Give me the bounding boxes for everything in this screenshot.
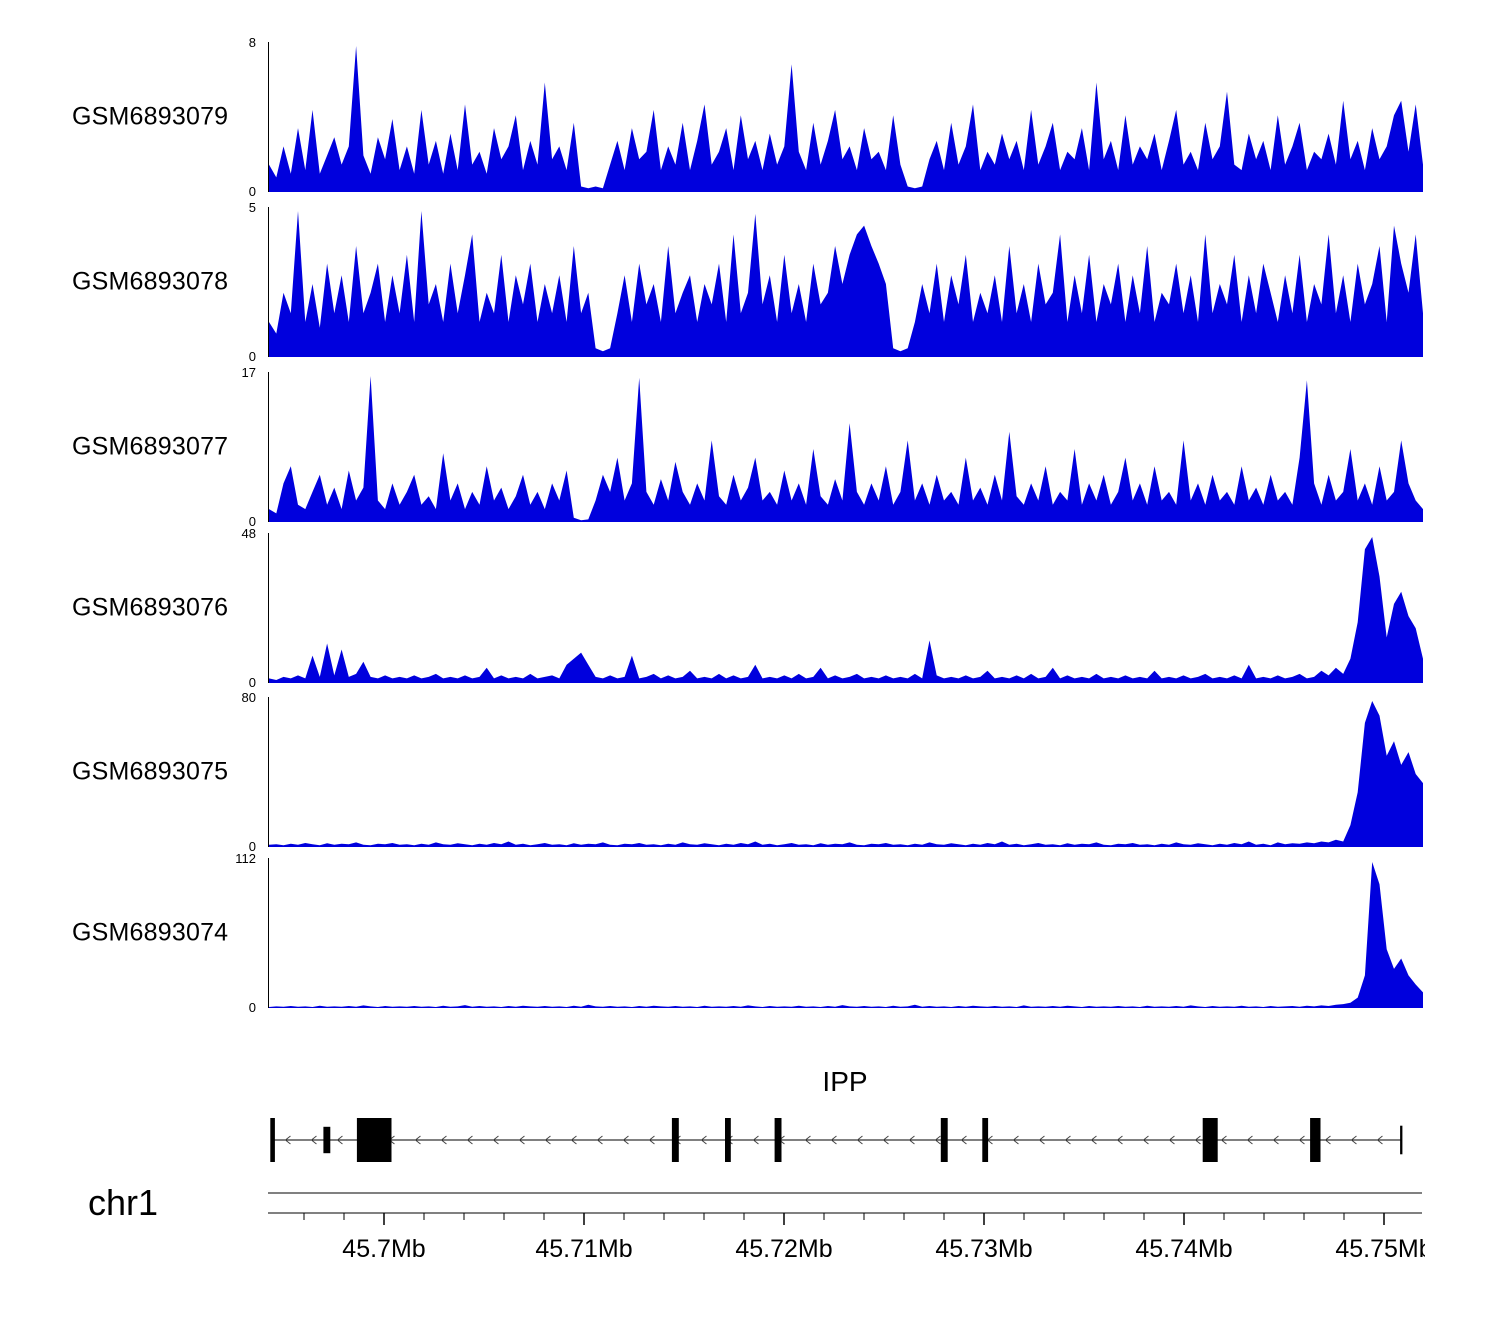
gene-model-track bbox=[270, 1118, 1403, 1162]
strand-arrow-left-icon bbox=[1350, 1135, 1357, 1145]
strand-arrow-left-icon bbox=[336, 1135, 343, 1145]
y-axis-max-label: 17 bbox=[241, 365, 256, 380]
gene-name-label: IPP bbox=[822, 1066, 868, 1097]
strand-arrow-left-icon bbox=[700, 1135, 707, 1145]
strand-arrow-left-icon bbox=[1246, 1135, 1253, 1145]
coverage-track: GSM6893077 17 0 bbox=[0, 365, 1500, 529]
track-label: GSM6893077 bbox=[72, 432, 229, 461]
strand-arrow-left-icon bbox=[310, 1135, 317, 1145]
y-axis-min-label: 0 bbox=[248, 675, 256, 690]
exon-block bbox=[671, 1118, 679, 1162]
strand-arrow-left-icon bbox=[1298, 1135, 1305, 1145]
strand-arrow-left-icon bbox=[1220, 1135, 1227, 1145]
strand-arrow-left-icon bbox=[1376, 1135, 1383, 1145]
track-label: GSM6893075 bbox=[72, 757, 229, 786]
strand-arrow-left-icon bbox=[908, 1135, 915, 1145]
strand-arrow-left-icon bbox=[960, 1135, 967, 1145]
y-axis-min-label: 0 bbox=[248, 514, 256, 529]
strand-arrow-left-icon bbox=[752, 1135, 759, 1145]
strand-arrow-left-icon bbox=[492, 1135, 499, 1145]
strand-arrow-left-icon bbox=[1116, 1135, 1123, 1145]
coverage-signal bbox=[269, 376, 1423, 522]
strand-arrow-left-icon bbox=[1090, 1135, 1097, 1145]
exon-block bbox=[1202, 1118, 1218, 1162]
coverage-signal bbox=[269, 211, 1423, 357]
coverage-track: GSM6893076 48 0 bbox=[0, 526, 1500, 690]
coverage-signal bbox=[269, 537, 1423, 683]
track-label: GSM6893079 bbox=[72, 102, 229, 131]
strand-arrow-left-icon bbox=[1272, 1135, 1279, 1145]
exon-block bbox=[725, 1118, 731, 1162]
coordinate-tick-label: 45.72Mb bbox=[735, 1235, 832, 1263]
coverage-track: GSM6893078 5 0 bbox=[0, 200, 1500, 364]
y-axis-min-label: 0 bbox=[248, 839, 256, 854]
coordinate-tick-label: 45.7Mb bbox=[342, 1235, 425, 1263]
coverage-area-plot bbox=[268, 858, 1423, 1008]
strand-arrow-left-icon bbox=[1194, 1135, 1201, 1145]
coverage-area-plot bbox=[268, 42, 1423, 192]
y-axis-max-label: 112 bbox=[235, 851, 256, 866]
y-axis-max-label: 8 bbox=[248, 35, 256, 50]
strand-arrow-left-icon bbox=[596, 1135, 603, 1145]
coordinate-tick-label: 45.75Mb bbox=[1335, 1235, 1425, 1263]
coverage-signal bbox=[269, 46, 1423, 192]
coverage-area-plot bbox=[268, 533, 1423, 683]
strand-arrow-left-icon bbox=[544, 1135, 551, 1145]
coverage-signal bbox=[269, 701, 1423, 847]
chromosome-ruler: 45.7Mb 45.71Mb 45.72Mb 45.73Mb 45.74Mb 45.75M… bbox=[268, 1192, 1425, 1263]
coordinate-tick-label: 45.74Mb bbox=[1135, 1235, 1232, 1263]
track-label: GSM6893074 bbox=[72, 918, 229, 947]
strand-arrow-left-icon bbox=[1038, 1135, 1045, 1145]
strand-arrow-left-icon bbox=[1324, 1135, 1331, 1145]
y-axis-max-label: 48 bbox=[241, 526, 256, 541]
strand-arrow-left-icon bbox=[284, 1135, 291, 1145]
coverage-track: GSM6893079 8 0 bbox=[0, 35, 1500, 199]
strand-arrow-left-icon bbox=[1142, 1135, 1149, 1145]
y-axis-max-label: 5 bbox=[248, 200, 256, 215]
track-label: GSM6893078 bbox=[72, 267, 229, 296]
chromosome-label: chr1 bbox=[88, 1182, 159, 1223]
coverage-track: GSM6893075 80 0 bbox=[0, 690, 1500, 854]
exon-block bbox=[982, 1118, 989, 1162]
strand-arrow-left-icon bbox=[882, 1135, 889, 1145]
strand-arrow-left-icon bbox=[830, 1135, 837, 1145]
coordinate-tick-label: 45.71Mb bbox=[535, 1235, 632, 1263]
strand-arrow-left-icon bbox=[1012, 1135, 1019, 1145]
strand-arrow-left-icon bbox=[804, 1135, 811, 1145]
exon-block bbox=[1310, 1118, 1321, 1162]
track-label: GSM6893076 bbox=[72, 593, 229, 622]
exon-block bbox=[270, 1118, 275, 1162]
coverage-track: GSM6893074 112 0 bbox=[0, 851, 1500, 1015]
y-axis-min-label: 0 bbox=[248, 349, 256, 364]
strand-arrow-left-icon bbox=[466, 1135, 473, 1145]
coverage-area-plot bbox=[268, 207, 1423, 357]
strand-arrow-left-icon bbox=[570, 1135, 577, 1145]
exon-block bbox=[1400, 1125, 1403, 1155]
strand-arrow-left-icon bbox=[856, 1135, 863, 1145]
y-axis-min-label: 0 bbox=[248, 1000, 256, 1015]
strand-arrow-left-icon bbox=[622, 1135, 629, 1145]
coverage-area-plot bbox=[268, 372, 1423, 522]
coordinate-tick-label: 45.73Mb bbox=[935, 1235, 1032, 1263]
coverage-signal bbox=[269, 862, 1423, 1008]
strand-arrow-left-icon bbox=[648, 1135, 655, 1145]
exon-block bbox=[940, 1118, 948, 1162]
y-axis-min-label: 0 bbox=[248, 184, 256, 199]
strand-arrow-left-icon bbox=[518, 1135, 525, 1145]
strand-arrow-left-icon bbox=[1168, 1135, 1175, 1145]
strand-arrow-left-icon bbox=[414, 1135, 421, 1145]
strand-arrow-left-icon bbox=[934, 1135, 941, 1145]
exon-block bbox=[356, 1118, 392, 1162]
exon-block bbox=[774, 1118, 782, 1162]
exon-block bbox=[323, 1126, 331, 1154]
y-axis-max-label: 80 bbox=[241, 690, 256, 705]
coverage-area-plot bbox=[268, 697, 1423, 847]
strand-arrow-left-icon bbox=[440, 1135, 447, 1145]
strand-arrow-left-icon bbox=[1064, 1135, 1071, 1145]
